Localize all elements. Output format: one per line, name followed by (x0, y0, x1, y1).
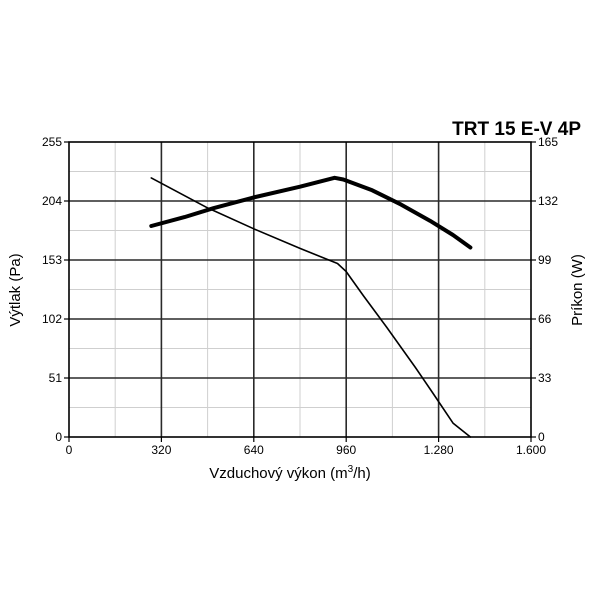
plot-frame (68, 141, 532, 438)
power-curve-line (149, 175, 473, 250)
y-left-tick-label: 0 (55, 430, 62, 444)
y-right-tick-label: 132 (538, 194, 558, 208)
x-axis-label-end: /h) (353, 465, 371, 482)
y-left-tick-label: 255 (42, 135, 62, 149)
x-axis-label-sup: 3 (348, 464, 354, 475)
x-tick-label: 320 (151, 443, 171, 457)
y-left-tick-label: 153 (42, 253, 62, 267)
x-tick-label: 1.600 (516, 443, 546, 457)
x-tick-label: 0 (66, 443, 73, 457)
y-right-tick-label: 0 (538, 430, 545, 444)
grid (69, 142, 531, 437)
x-tick-label: 960 (336, 443, 356, 457)
series-group (149, 175, 473, 438)
x-axis-label: Vzduchový výkon (m3/h) (209, 464, 370, 482)
y-axis-left-label: Výtlak (Pa) (7, 253, 24, 326)
y-axis-right-label: Príkon (W) (569, 254, 586, 326)
y-right-tick-label: 99 (538, 253, 552, 267)
y-right-tick-label: 66 (538, 312, 552, 326)
y-right-tick-label: 33 (538, 371, 552, 385)
y-left-tick-label: 51 (49, 371, 63, 385)
x-tick-label: 640 (244, 443, 264, 457)
pressure-curve-line (150, 177, 472, 438)
y-right-tick-label: 165 (538, 135, 558, 149)
y-left-tick-label: 204 (42, 194, 62, 208)
x-tick-label: 1.280 (424, 443, 454, 457)
y-left-tick-label: 102 (42, 312, 62, 326)
tick-labels: 0 320 640 960 1.280 1.60005110215320425503366… (42, 135, 558, 457)
x-axis-label-main: Vzduchový výkon (m (209, 465, 347, 482)
chart-title: TRT 15 E-V 4P (452, 119, 581, 140)
